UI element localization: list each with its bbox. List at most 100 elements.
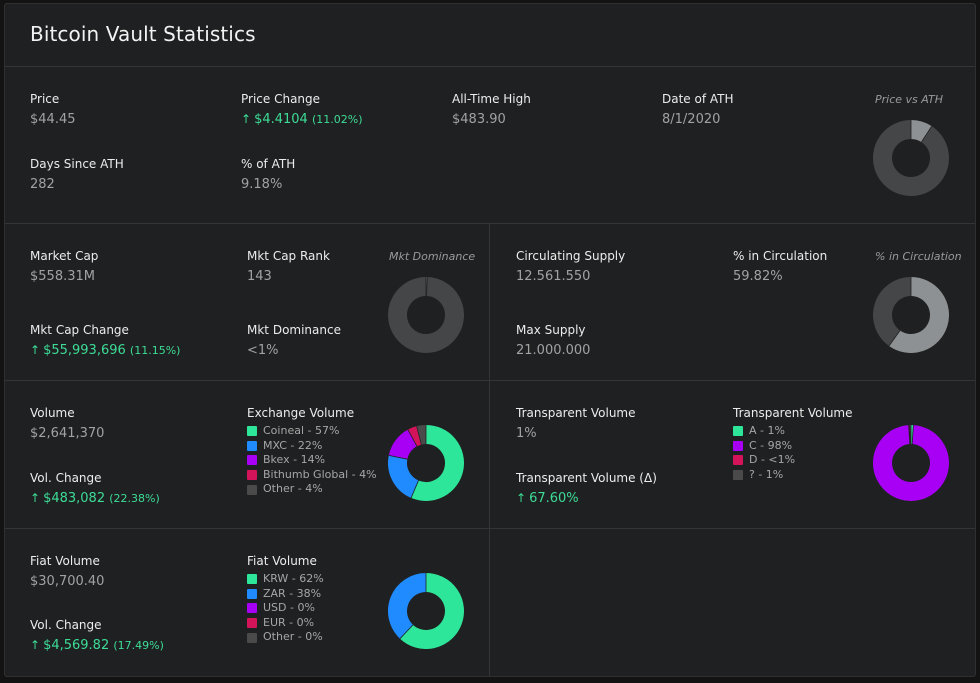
ath-stat: All-Time High $483.90 [452,92,531,127]
donut-value-slice [910,120,932,143]
ath-value: $483.90 [452,112,506,127]
legend-swatch [733,470,743,481]
circulating-supply-value: 12.561.550 [516,269,591,284]
transparent-volume-label: Transparent Volume [516,406,636,420]
price-change-stat: Price Change ↑ $4.4104 (11.02%) [241,92,363,127]
market-cap-label: Market Cap [30,249,99,263]
volume-label: Volume [30,406,75,420]
donut-separator [416,426,422,445]
legend-swatch [247,574,257,585]
circulating-supply-label: Circulating Supply [516,249,626,263]
page-title: Bitcoin Vault Statistics [30,22,256,46]
vol-change-stat: Vol. Change ↑ $483,082 (22.38%) [30,471,160,506]
volume-value: $2,641,370 [30,426,105,441]
transparent-volume-delta-value: 67.60% [529,491,579,506]
transparent-volume-value: 1% [516,426,537,441]
vol-change-label: Vol. Change [30,471,102,485]
divider [5,528,975,529]
donut-remainder-slice [388,277,464,353]
donut-separator [388,454,408,460]
legend-swatch [247,440,257,451]
mkt-cap-change-value: $55,993,696 [43,343,126,358]
legend-item: USD - 0% [247,601,324,616]
donut-remainder-slice [873,277,912,346]
transparent-volume-delta-stat: Transparent Volume (Δ) ↑ 67.60% [516,471,657,506]
price-change-pct: (11.02%) [311,113,363,126]
price-change-value: $4.4104 [254,112,308,127]
legend-item: Other - 4% [247,482,377,497]
price-vs-ath-donut [873,120,949,196]
mkt-dominance-donut [388,277,464,353]
legend-item: A - 1% [733,424,853,439]
legend-item: MXC - 22% [247,439,377,454]
mkt-cap-change-label: Mkt Cap Change [30,323,129,337]
legend-item: Bithumb Global - 4% [247,468,377,483]
exchange-volume-donut [388,425,464,501]
donut-separator [921,125,933,143]
fiat-vol-change-stat: Vol. Change ↑ $4,569.82 (17.49%) [30,618,164,653]
legend-label: Bithumb Global - 4% [263,467,377,481]
donut-separator [399,624,414,639]
legend-swatch [247,603,257,614]
legend-label: A - 1% [749,424,785,437]
price-value: $44.45 [30,112,76,127]
mkt-cap-rank-value: 143 [247,269,272,284]
max-supply-label: Max Supply [516,323,586,337]
pct-circulation-label: % in Circulation [733,249,828,263]
legend-label: Other - 4% [263,482,323,496]
legend-item: C - 98% [733,439,853,454]
divider [5,66,975,67]
divider [5,223,975,224]
donut-slice [388,455,420,498]
price-stat: Price $44.45 [30,92,76,127]
pct-circulation-value: 59.82% [733,269,783,284]
legend-item: D - <1% [733,453,853,468]
donut-separator [407,429,418,447]
donut-slice [873,425,949,501]
legend-label: EUR - 0% [263,615,315,629]
donut-separator [911,425,914,445]
fiat-vol-change-pct: (17.49%) [113,639,164,652]
legend-label: KRW - 62% [263,572,324,585]
price-vs-ath-chart-title: Price vs ATH [875,93,943,106]
max-supply-stat: Max Supply 21.000.000 [516,323,590,358]
vol-change-pct: (22.38%) [109,492,160,505]
circulation-chart-title: % in Circulation [875,250,962,263]
max-supply-value: 21.000.000 [516,343,591,358]
donut-separator [410,480,419,499]
mkt-dominance-value: <1% [247,343,279,358]
legend-label: Other - 0% [263,630,323,644]
market-cap-stat: Market Cap $558.31M [30,249,98,284]
legend-label: USD - 0% [263,601,315,615]
legend-label: Bkex - 14% [263,453,326,467]
transparent-volume-delta-label: Transparent Volume (Δ) [516,471,657,485]
transparent-volume-stat: Transparent Volume 1% [516,406,636,441]
legend-item: ? - 1% [733,468,853,483]
legend-swatch [733,455,743,466]
pct-ath-label: % of ATH [241,157,296,171]
mkt-cap-rank-stat: Mkt Cap Rank 143 [247,249,330,284]
arrow-up-icon: ↑ [241,112,252,126]
legend-label: MXC - 22% [263,438,323,452]
days-since-ath-stat: Days Since ATH 282 [30,157,124,192]
legend-label: Coineal - 57% [263,424,340,437]
exchange-volume-legend-title: Exchange Volume [247,406,355,420]
market-cap-value: $558.31M [30,269,95,284]
arrow-up-icon: ↑ [30,638,41,652]
fiat-volume-legend-title: Fiat Volume [247,554,317,568]
legend-label: ZAR - 38% [263,586,322,600]
legend-swatch [247,632,257,643]
days-since-ath-label: Days Since ATH [30,157,124,171]
legend-swatch [247,455,257,466]
price-change-label: Price Change [241,92,321,106]
ath-label: All-Time High [452,92,531,106]
legend-swatch [733,426,743,437]
legend-swatch [247,484,257,495]
transparent-volume-legend: Transparent Volume A - 1% C - 98% D - <1%?… [733,406,853,482]
legend-item: KRW - 62% [247,572,324,587]
donut-slice [388,573,427,639]
vol-change-value: $483,082 [43,491,106,506]
legend-swatch [733,440,743,451]
fiat-volume-stat: Fiat Volume $30,700.40 [30,554,104,589]
transparent-volume-donut [873,425,949,501]
